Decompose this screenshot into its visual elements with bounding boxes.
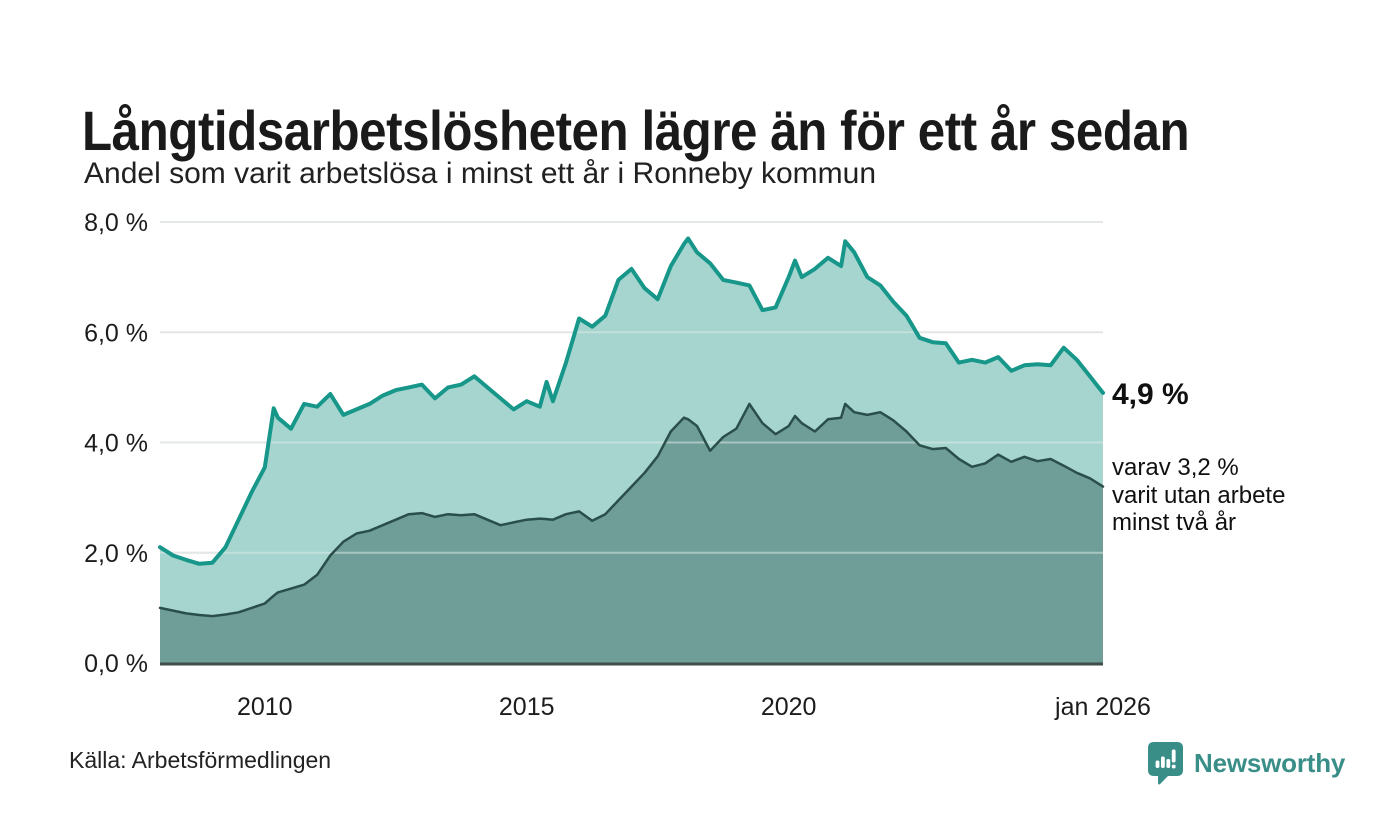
- newsworthy-logo-text: Newsworthy: [1194, 748, 1346, 778]
- area-fill-two-years: [160, 403, 1103, 663]
- x-tick-label: 2020: [761, 693, 817, 721]
- latest-sub-line-1: varav 3,2 %: [1112, 454, 1239, 481]
- y-tick-label: 8,0 %: [84, 209, 148, 237]
- page-title: Långtidsarbetslösheten lägre än för ett …: [82, 98, 1190, 162]
- latest-value-label: 4,9 %: [1112, 378, 1189, 411]
- logo-bar-1: [1155, 760, 1160, 768]
- y-tick-label: 6,0 %: [84, 319, 148, 347]
- newsworthy-logo: Newsworthy: [1147, 741, 1345, 789]
- series-line-two-years: [158, 402, 1105, 618]
- y-tick-label: 0,0 %: [84, 650, 148, 678]
- logo-exclamation-bar: [1171, 749, 1176, 763]
- x-tick-label: 2015: [499, 693, 555, 721]
- y-tick-label: 2,0 %: [84, 540, 148, 568]
- logo-bar-2: [1161, 756, 1165, 768]
- logo-exclamation-dot: [1171, 764, 1176, 769]
- x-tick-label: jan 2026: [1054, 693, 1151, 721]
- newsworthy-logo-icon: [1148, 742, 1183, 785]
- latest-sub-line-3: minst två år: [1112, 509, 1237, 536]
- logo-bar-3: [1166, 759, 1171, 768]
- x-tick-label: 2010: [237, 693, 293, 721]
- latest-sub-label: varav 3,2 % varit utan arbete minst två …: [1112, 454, 1285, 537]
- latest-sub-line-2: varit utan arbete: [1112, 481, 1286, 509]
- chart-subtitle: Andel som varit arbetslösa i minst ett å…: [84, 157, 876, 190]
- y-tick-label: 4,0 %: [84, 430, 148, 458]
- series-line-one-year: [158, 236, 1105, 566]
- source-credit: Källa: Arbetsförmedlingen: [69, 747, 332, 773]
